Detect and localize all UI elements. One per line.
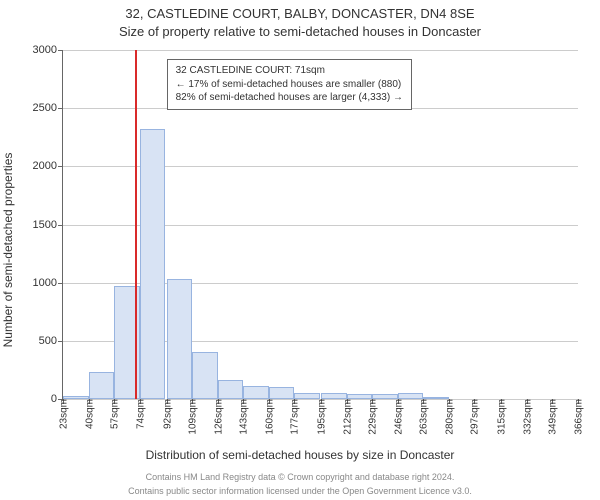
x-tick-label: 160sqm <box>262 399 275 435</box>
x-tick-label: 109sqm <box>186 399 199 435</box>
histogram-bar <box>140 129 166 399</box>
y-tick-label: 500 <box>39 335 63 347</box>
x-tick-label: 297sqm <box>468 399 481 435</box>
grid-line <box>63 50 578 51</box>
property-size-histogram: 32, CASTLEDINE COURT, BALBY, DONCASTER, … <box>0 0 600 500</box>
x-tick-label: 280sqm <box>442 399 455 435</box>
x-tick-label: 349sqm <box>546 399 559 435</box>
y-tick-label: 3000 <box>33 44 63 56</box>
x-tick-label: 40sqm <box>82 399 95 429</box>
x-tick-label: 126sqm <box>211 399 224 435</box>
info-line-2: ← 17% of semi-detached houses are smalle… <box>176 78 403 92</box>
y-axis-label: Number of semi-detached properties <box>1 153 15 348</box>
marker-info-box: 32 CASTLEDINE COURT: 71sqm ← 17% of semi… <box>167 59 412 110</box>
x-tick-label: 57sqm <box>108 399 121 429</box>
chart-title-sub: Size of property relative to semi-detach… <box>0 24 600 39</box>
x-tick-label: 366sqm <box>572 399 585 435</box>
x-tick-label: 315sqm <box>495 399 508 435</box>
histogram-bar <box>192 352 218 399</box>
histogram-bar <box>269 387 295 399</box>
x-axis-label: Distribution of semi-detached houses by … <box>0 448 600 462</box>
chart-title-main: 32, CASTLEDINE COURT, BALBY, DONCASTER, … <box>0 6 600 21</box>
x-tick-label: 246sqm <box>391 399 404 435</box>
x-tick-label: 74sqm <box>133 399 146 429</box>
x-tick-label: 177sqm <box>288 399 301 435</box>
y-tick-label: 2000 <box>33 160 63 172</box>
y-tick-label: 1500 <box>33 219 63 231</box>
histogram-bar <box>218 380 244 399</box>
info-line-1: 32 CASTLEDINE COURT: 71sqm <box>176 64 403 78</box>
histogram-bar <box>372 394 398 399</box>
histogram-bar <box>398 393 424 399</box>
footer-line-2: Contains public sector information licen… <box>0 486 600 496</box>
x-tick-label: 212sqm <box>340 399 353 435</box>
x-tick-label: 195sqm <box>315 399 328 435</box>
x-tick-label: 263sqm <box>417 399 430 435</box>
x-tick-label: 143sqm <box>237 399 250 435</box>
plot-area: 05001000150020002500300023sqm40sqm57sqm7… <box>62 50 578 400</box>
footer-line-1: Contains HM Land Registry data © Crown c… <box>0 472 600 482</box>
histogram-bar <box>294 393 320 399</box>
x-tick-label: 229sqm <box>366 399 379 435</box>
histogram-bar <box>63 396 89 399</box>
histogram-bar <box>89 372 115 399</box>
histogram-bar <box>167 279 193 399</box>
y-tick-label: 2500 <box>33 102 63 114</box>
x-tick-label: 332sqm <box>520 399 533 435</box>
y-tick-label: 1000 <box>33 277 63 289</box>
x-tick-label: 92sqm <box>160 399 173 429</box>
property-marker-line <box>135 50 137 399</box>
histogram-bar <box>243 386 269 399</box>
info-line-3: 82% of semi-detached houses are larger (… <box>176 91 403 105</box>
histogram-bar <box>321 393 347 399</box>
x-tick-label: 23sqm <box>57 399 70 429</box>
histogram-bar <box>423 397 449 399</box>
histogram-bar <box>347 394 373 399</box>
